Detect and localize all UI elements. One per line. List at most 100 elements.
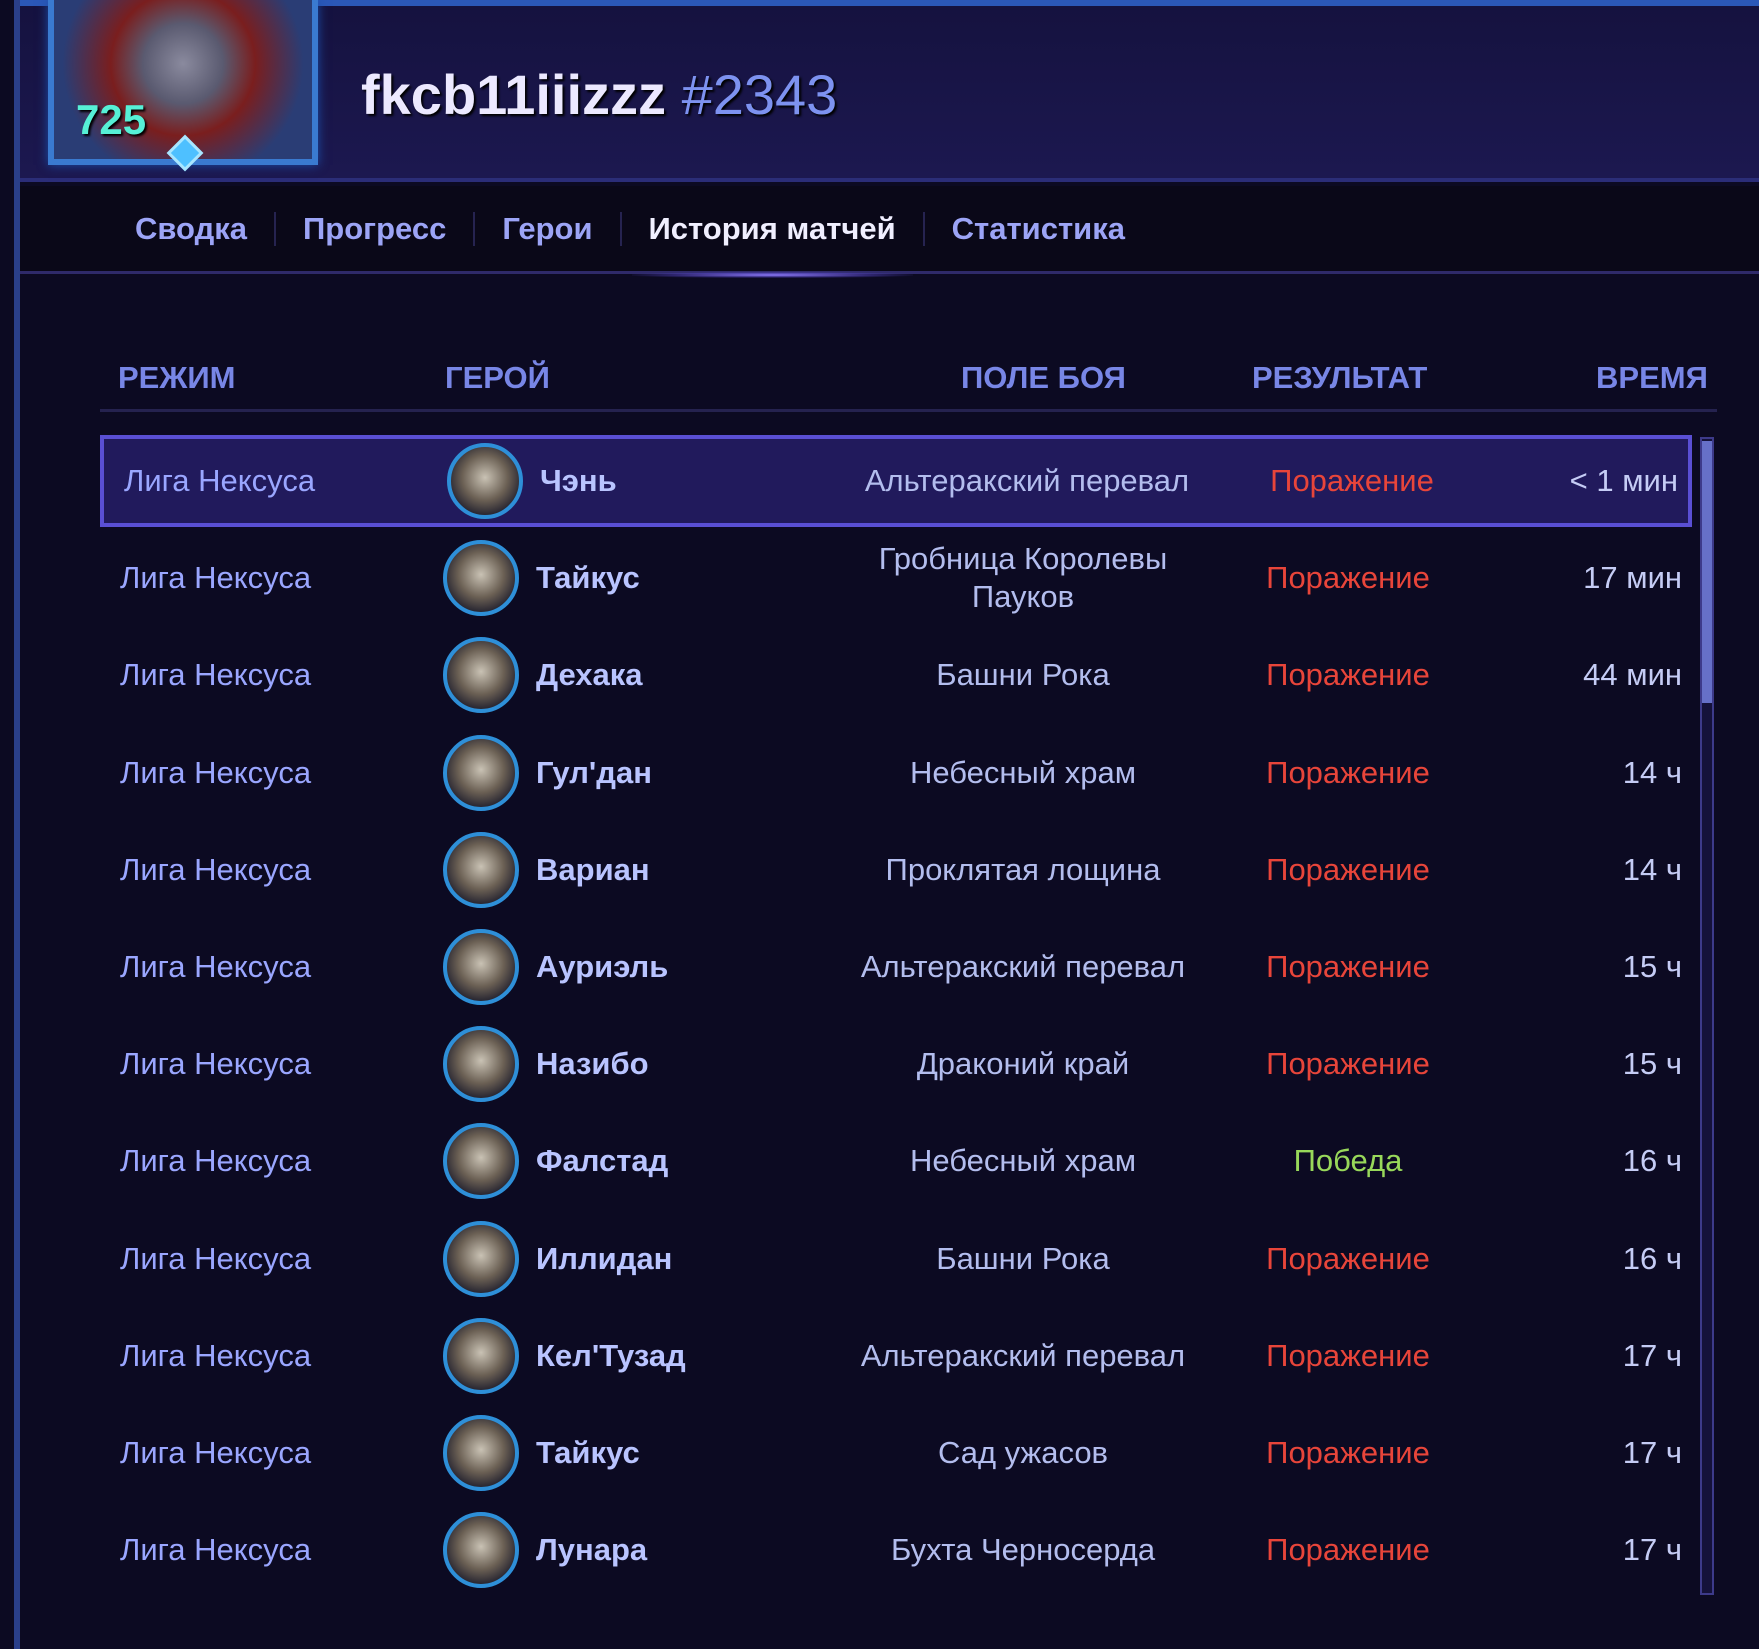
battlefield: Альтеракский перевал (860, 1337, 1186, 1373)
hero-portrait-icon (443, 1123, 519, 1200)
match-result: Поражение (1266, 1337, 1430, 1373)
match-row[interactable]: Лига Нексуса Гул'дан Небесный храм Пораж… (100, 727, 1692, 819)
header-hero[interactable]: ГЕРОЙ (445, 360, 550, 395)
match-row[interactable]: Лига Нексуса Кел'Тузад Альтеракский пере… (100, 1310, 1692, 1402)
match-row[interactable]: Лига Нексуса Дехака Башни Рока Поражение… (100, 629, 1692, 721)
match-result: Поражение (1266, 1240, 1430, 1276)
player-portrait[interactable]: 725 (48, 0, 318, 172)
header-result[interactable]: РЕЗУЛЬТАТ (1252, 360, 1428, 395)
header-mode[interactable]: РЕЖИМ (118, 360, 236, 395)
match-result: Поражение (1266, 754, 1430, 790)
battlefield: Драконий край (916, 1046, 1130, 1082)
hero-portrait-icon (443, 1512, 519, 1589)
hero-name: Лунара (536, 1532, 648, 1568)
hero-name: Ауриэль (536, 949, 669, 984)
match-result: Поражение (1266, 1532, 1430, 1568)
match-mode: Лига Нексуса (120, 851, 312, 887)
match-time: 17 ч (1622, 1337, 1682, 1373)
match-mode: Лига Нексуса (120, 949, 312, 984)
hero-portrait-icon (443, 1317, 519, 1394)
hero-portrait-icon (443, 540, 519, 617)
header-map[interactable]: ПОЛЕ БОЯ (961, 360, 1126, 395)
hero-portrait-icon (443, 734, 519, 811)
tab-2[interactable]: Герои (475, 211, 622, 246)
tab-1[interactable]: Прогресс (276, 211, 476, 246)
match-row[interactable]: Лига Нексуса Чэнь Альтеракский перевал П… (100, 435, 1692, 527)
battlefield: Проклятая лощина (885, 851, 1161, 887)
hero-name: Фалстад (536, 1143, 669, 1179)
battlefield: Гробница Королевы Пауков (878, 541, 1168, 615)
battlefield: Бухта Черносерда (890, 1532, 1156, 1568)
scrollbar[interactable] (1700, 437, 1714, 1595)
battletag-name: fkcb11iiizzz (361, 63, 667, 126)
match-result: Поражение (1270, 463, 1434, 498)
hero-portrait-icon (443, 1026, 519, 1103)
match-time: 17 ч (1622, 1435, 1682, 1470)
match-time: 16 ч (1622, 1240, 1682, 1276)
hero-name: Дехака (536, 657, 643, 693)
battlefield: Башни Рока (936, 1240, 1110, 1276)
tab-4[interactable]: Статистика (951, 210, 1125, 246)
match-row[interactable]: Лига Нексуса Тайкус Сад ужасов Поражение… (100, 1407, 1692, 1499)
tab-3[interactable]: История матчей (622, 211, 925, 278)
battlefield: Альтеракский перевал (864, 463, 1190, 498)
profile-tabs: Сводка Прогресс Герои История матчей Статист… (20, 186, 1759, 278)
match-row[interactable]: Лига Нексуса Иллидан Башни Рока Поражени… (100, 1213, 1692, 1305)
match-mode: Лига Нексуса (120, 1240, 312, 1276)
battlefield: Альтеракский перевал (860, 949, 1186, 984)
match-result: Поражение (1266, 657, 1430, 693)
match-result: Поражение (1266, 851, 1430, 887)
match-time: 16 ч (1622, 1143, 1682, 1179)
match-mode: Лига Нексуса (120, 560, 312, 596)
match-mode: Лига Нексуса (120, 1337, 312, 1373)
scrollbar-thumb[interactable] (1702, 441, 1712, 703)
battletag-number: #2343 (681, 63, 838, 126)
match-mode: Лига Нексуса (120, 1046, 312, 1082)
match-time: 17 ч (1622, 1532, 1682, 1568)
match-time: 14 ч (1622, 851, 1682, 887)
player-name: fkcb11iiizzz #2343 (361, 62, 837, 127)
match-result: Победа (1293, 1143, 1403, 1179)
hero-name: Кел'Тузад (536, 1337, 686, 1373)
player-level: 725 (76, 96, 147, 143)
match-mode: Лига Нексуса (120, 754, 312, 790)
match-row[interactable]: Лига Нексуса Фалстад Небесный храм Побед… (100, 1115, 1692, 1207)
match-result: Поражение (1266, 1046, 1430, 1082)
match-time: 15 ч (1622, 1046, 1682, 1082)
table-header: РЕЖИМ ГЕРОЙ ПОЛЕ БОЯ РЕЗУЛЬТАТ ВРЕМЯ (100, 350, 1717, 412)
match-time: 15 ч (1622, 949, 1682, 984)
match-time: < 1 мин (1569, 463, 1678, 498)
match-row[interactable]: Лига Нексуса Тайкус Гробница Королевы Па… (100, 532, 1692, 624)
match-result: Поражение (1266, 949, 1430, 984)
hero-name: Гул'дан (536, 754, 652, 790)
match-mode: Лига Нексуса (124, 463, 316, 498)
hero-name: Чэнь (540, 463, 617, 498)
match-row[interactable]: Лига Нексуса Вариан Проклятая лощина Пор… (100, 824, 1692, 916)
frame-border (14, 0, 20, 1649)
hero-portrait-icon (443, 831, 519, 908)
match-mode: Лига Нексуса (120, 657, 312, 693)
hero-portrait-icon (443, 637, 519, 714)
battlefield: Сад ужасов (937, 1435, 1109, 1470)
match-time: 17 мин (1583, 560, 1682, 596)
match-row[interactable]: Лига Нексуса Ауриэль Альтеракский перева… (100, 921, 1692, 1013)
hero-name: Вариан (536, 851, 650, 887)
match-row[interactable]: Лига Нексуса Лунара Бухта Черносерда Пор… (100, 1504, 1692, 1596)
match-time: 44 мин (1583, 657, 1682, 693)
hero-name: Тайкус (536, 1435, 640, 1470)
hero-portrait-icon (443, 929, 519, 1005)
hero-portrait-icon (443, 1415, 519, 1491)
battlefield: Небесный храм (909, 1143, 1137, 1179)
battlefield: Небесный храм (909, 754, 1137, 790)
match-time: 14 ч (1622, 754, 1682, 790)
hero-portrait-icon (447, 443, 523, 519)
tab-0[interactable]: Сводка (108, 211, 276, 246)
hero-name: Иллидан (536, 1240, 673, 1276)
match-result: Поражение (1266, 1435, 1430, 1470)
match-mode: Лига Нексуса (120, 1143, 312, 1179)
match-result: Поражение (1266, 560, 1430, 596)
match-mode: Лига Нексуса (120, 1532, 312, 1568)
header-time[interactable]: ВРЕМЯ (1596, 360, 1708, 395)
hero-name: Тайкус (536, 560, 640, 596)
match-row[interactable]: Лига Нексуса Назибо Драконий край Пораже… (100, 1018, 1692, 1110)
